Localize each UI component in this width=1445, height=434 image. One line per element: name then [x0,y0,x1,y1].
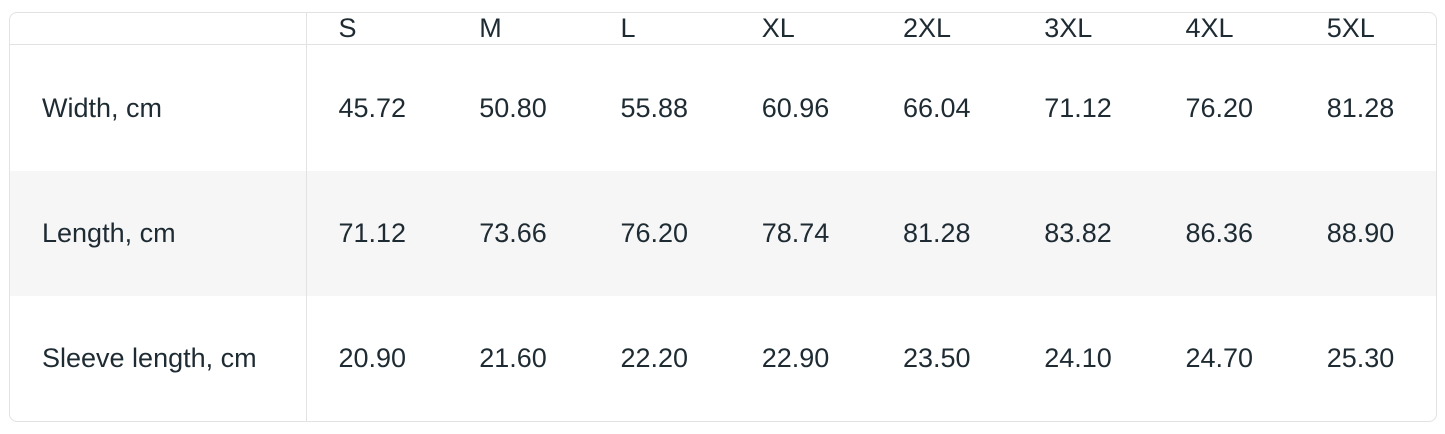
value-cell: 45.72 [338,92,407,123]
value-cell: 81.28 [1326,92,1395,123]
row-label-cell: Width, cm [10,44,307,172]
value-cell: 71.12 [1044,92,1112,123]
value-cell: 86.36 [1185,218,1254,249]
size-column-header: S [306,13,448,45]
size-column-header: 4XL [1153,13,1295,45]
row-label-cell: Sleeve length, cm [10,296,307,421]
value-cell: 22.20 [620,343,689,374]
size-column-header: L [588,13,730,45]
table-row: Sleeve length, cm 20.90 21.60 22.20 22.90 23.… [10,296,1436,421]
size-column-header: 3XL [1012,13,1154,45]
size-column-header: M [447,13,589,45]
value-cell: 50.80 [479,92,547,123]
value-cell: 23.50 [903,343,971,374]
value-cell: 71.12 [338,218,407,249]
row-label-cell: Length, cm [10,171,307,297]
value-cell: 60.96 [761,92,830,123]
corner-cell [10,13,307,45]
size-column-header: XL [729,13,871,45]
header-row: S M L XL 2XL 3XL 4XL 5XL [10,13,1436,45]
value-cell: 76.20 [620,218,689,249]
value-cell: 88.90 [1326,218,1395,249]
value-cell: 81.28 [903,218,971,249]
size-column-header: 5XL [1294,13,1436,45]
size-chart-card: S M L XL 2XL 3XL 4XL 5XL Width, cm 45.72 50.80 55.… [9,12,1437,422]
value-cell: 22.90 [761,343,830,374]
value-cell: 83.82 [1044,218,1112,249]
size-chart-table: S M L XL 2XL 3XL 4XL 5XL Width, cm 45.72 50.80 55.… [10,13,1436,421]
value-cell: 66.04 [903,92,971,123]
value-cell: 24.70 [1185,343,1254,374]
value-cell: 76.20 [1185,92,1254,123]
size-column-header: 2XL [871,13,1013,45]
value-cell: 78.74 [761,218,830,249]
value-cell: 21.60 [479,343,547,374]
table-row: Length, cm 71.12 73.66 76.20 78.74 81.28 83.82… [10,171,1436,297]
value-cell: 73.66 [479,218,547,249]
value-cell: 20.90 [338,343,407,374]
value-cell: 24.10 [1044,343,1112,374]
table-row: Width, cm 45.72 50.80 55.88 60.96 66.04 71.12 7… [10,44,1436,172]
value-cell: 55.88 [620,92,689,123]
value-cell: 25.30 [1326,343,1395,374]
